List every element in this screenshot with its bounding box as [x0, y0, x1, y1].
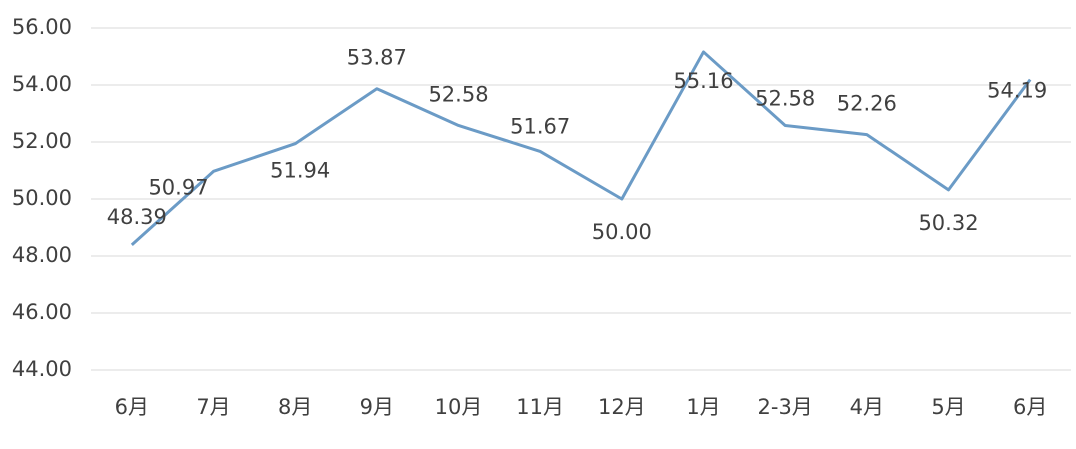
- y-tick-label: 54.00: [12, 72, 72, 96]
- x-tick-label: 5月: [931, 395, 965, 419]
- data-label: 54.19: [987, 79, 1047, 103]
- data-label: 50.00: [592, 220, 652, 244]
- y-tick-label: 44.00: [12, 357, 72, 381]
- data-label: 50.97: [148, 175, 208, 199]
- y-tick-label: 48.00: [12, 243, 72, 267]
- data-label: 52.58: [755, 86, 815, 110]
- data-label: 51.67: [510, 114, 570, 138]
- data-label: 53.87: [347, 46, 407, 70]
- data-label: 50.32: [918, 211, 978, 235]
- x-tick-label: 12月: [598, 395, 646, 419]
- data-label: 48.39: [107, 205, 167, 229]
- x-tick-label: 11月: [516, 395, 564, 419]
- x-tick-label: 4月: [850, 395, 884, 419]
- x-tick-label: 6月: [115, 395, 149, 419]
- y-tick-label: 52.00: [12, 129, 72, 153]
- x-tick-label: 10月: [435, 395, 483, 419]
- data-line: [130, 50, 1032, 246]
- data-label: 52.58: [428, 82, 488, 106]
- data-label: 51.94: [270, 159, 330, 183]
- y-tick-label: 56.00: [12, 15, 72, 39]
- x-tick-label: 9月: [360, 395, 394, 419]
- x-tick-label: 2-3月: [758, 395, 813, 419]
- y-tick-label: 46.00: [12, 300, 72, 324]
- x-tick-label: 8月: [278, 395, 312, 419]
- y-tick-label: 50.00: [12, 186, 72, 210]
- x-tick-label: 1月: [686, 395, 720, 419]
- x-tick-label: 7月: [196, 395, 230, 419]
- data-label: 55.16: [673, 69, 733, 93]
- data-label: 52.26: [837, 92, 897, 116]
- x-tick-label: 6月: [1013, 395, 1047, 419]
